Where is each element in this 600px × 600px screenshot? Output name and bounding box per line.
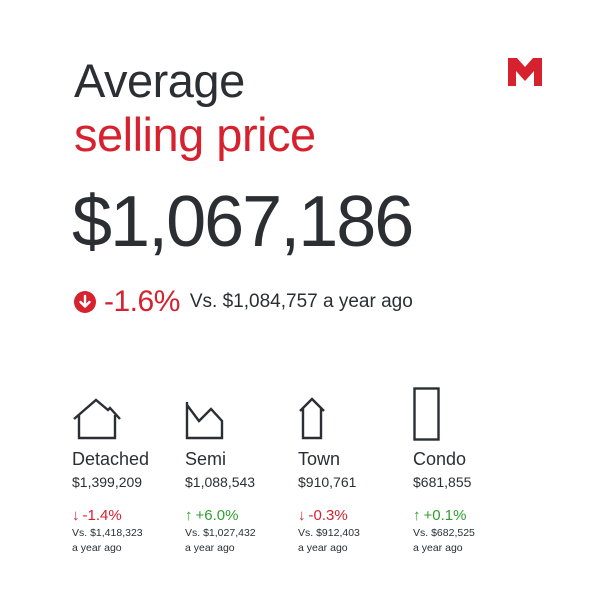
page-title-line2: selling price — [74, 108, 316, 161]
category-change: ↑ +0.1% — [413, 507, 523, 525]
up-arrow-icon: ↑ — [185, 507, 193, 524]
category-change-value: +6.0% — [195, 507, 239, 524]
category-comparison-suffix: a year ago — [72, 542, 122, 554]
category-change-value: +0.1% — [423, 507, 467, 524]
down-arrow-icon: ↓ — [298, 507, 306, 524]
down-arrow-circle-icon — [74, 291, 96, 313]
price-comparison: Vs. $1,084,757 a year ago — [189, 291, 413, 312]
category-change: ↓ -1.4% — [72, 507, 182, 525]
category-condo: Condo $681,855 ↑ +0.1% Vs. $682,525 a ye… — [413, 385, 523, 555]
icon-wrap — [413, 385, 523, 441]
up-arrow-icon: ↑ — [413, 507, 421, 524]
category-town: Town $910,761 ↓ -0.3% Vs. $912,403 a yea… — [298, 385, 408, 555]
average-price: $1,067,186 — [72, 182, 414, 262]
category-change-value: -1.4% — [82, 507, 122, 524]
category-price: $681,855 — [413, 474, 472, 490]
townhouse-icon — [299, 397, 325, 440]
category-name: Semi — [185, 449, 227, 469]
price-change-percent: -1.6% — [104, 285, 180, 318]
category-semi: Semi $1,088,543 ↑ +6.0% Vs. $1,027,432 a… — [185, 385, 295, 555]
category-price: $910,761 — [298, 474, 357, 490]
category-name: Town — [298, 449, 341, 469]
category-comparison-suffix: a year ago — [185, 542, 235, 554]
category-comparison-suffix: a year ago — [298, 542, 348, 554]
icon-wrap — [72, 385, 182, 441]
category-comparison-suffix: a year ago — [413, 542, 463, 554]
category-comparison: Vs. $912,403 — [298, 527, 360, 539]
page-title-line1: Average — [74, 54, 245, 107]
icon-wrap — [185, 385, 295, 441]
category-change-value: -0.3% — [308, 507, 348, 524]
condo-icon — [413, 387, 440, 441]
price-change-row: -1.6% Vs. $1,084,757 a year ago — [74, 284, 413, 320]
brand-m-logo-icon — [508, 58, 542, 86]
category-comparison: Vs. $1,418,323 — [72, 527, 143, 539]
category-price: $1,088,543 — [185, 474, 256, 490]
category-comparison: Vs. $1,027,432 — [185, 527, 256, 539]
category-change: ↓ -0.3% — [298, 507, 408, 525]
icon-wrap — [298, 385, 408, 441]
semi-house-icon — [185, 402, 224, 440]
house-icon — [73, 398, 121, 440]
category-change: ↑ +6.0% — [185, 507, 295, 525]
category-name: Condo — [413, 449, 467, 469]
category-comparison: Vs. $682,525 — [413, 527, 475, 539]
category-detached: Detached $1,399,209 ↓ -1.4% Vs. $1,418,3… — [72, 385, 182, 555]
category-name: Detached — [72, 449, 150, 469]
down-arrow-icon: ↓ — [72, 507, 80, 524]
category-price: $1,399,209 — [72, 474, 143, 490]
